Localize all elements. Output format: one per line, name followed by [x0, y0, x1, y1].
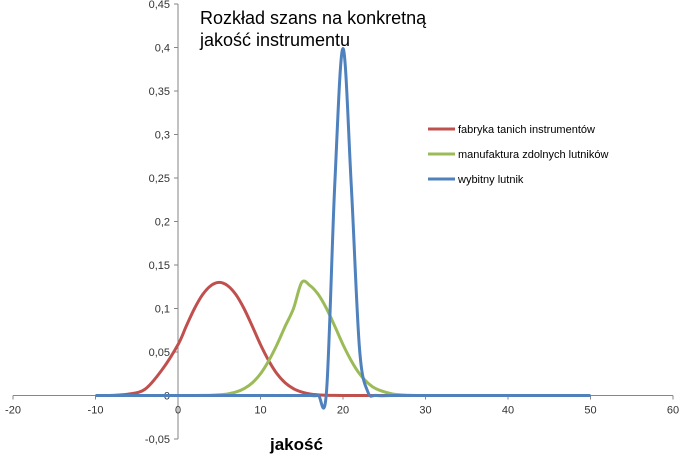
x-tick-label: 50	[584, 405, 596, 417]
x-tick-label: 10	[254, 405, 266, 417]
legend-item-2: manufaktura zdolnych lutników	[428, 149, 608, 161]
y-tick-label: 0,25	[149, 173, 170, 185]
x-tick-label: 30	[419, 405, 431, 417]
x-tick-label: -20	[5, 405, 21, 417]
x-tick-label: 40	[502, 405, 514, 417]
y-tick-label: 0,15	[149, 260, 170, 272]
legend-item-1: fabryka tanich instrumentów	[428, 124, 595, 136]
x-tick-labels: -20 -10 0 10 20 30 40 50 60	[5, 405, 679, 417]
chart-title-line-1: Rozkład szans na konkretną	[200, 8, 427, 28]
x-tick-label: 60	[667, 405, 679, 417]
series-lines	[95, 46, 591, 410]
chart-axes	[12, 3, 674, 440]
x-tick-label: 0	[175, 405, 181, 417]
series-line-1	[95, 280, 591, 398]
y-tick-label: 0,45	[149, 0, 170, 11]
chart-title-line-2: jakość instrumentu	[199, 30, 350, 50]
y-tick-label: 0,2	[155, 217, 170, 229]
x-tick-label: -10	[88, 405, 104, 417]
legend-item-3: wybitny lutnik	[428, 174, 524, 186]
x-tick-label: 20	[337, 405, 349, 417]
y-tick-label: 0,35	[149, 86, 170, 98]
y-tick-label: 0,4	[155, 43, 170, 55]
y-tick-label: -0,05	[145, 434, 170, 446]
series-line-2	[95, 279, 591, 398]
y-tick-label: 0,1	[155, 304, 170, 316]
legend-label-2: manufaktura zdolnych lutników	[458, 149, 608, 161]
legend-label-1: fabryka tanich instrumentów	[458, 124, 595, 136]
y-tick-label: 0,05	[149, 347, 170, 359]
series-line-3	[95, 46, 591, 410]
y-tick-label: 0,3	[155, 130, 170, 142]
x-axis-label: jakość	[269, 435, 323, 454]
legend: fabryka tanich instrumentów manufaktura …	[428, 124, 608, 186]
legend-label-3: wybitny lutnik	[457, 174, 524, 186]
